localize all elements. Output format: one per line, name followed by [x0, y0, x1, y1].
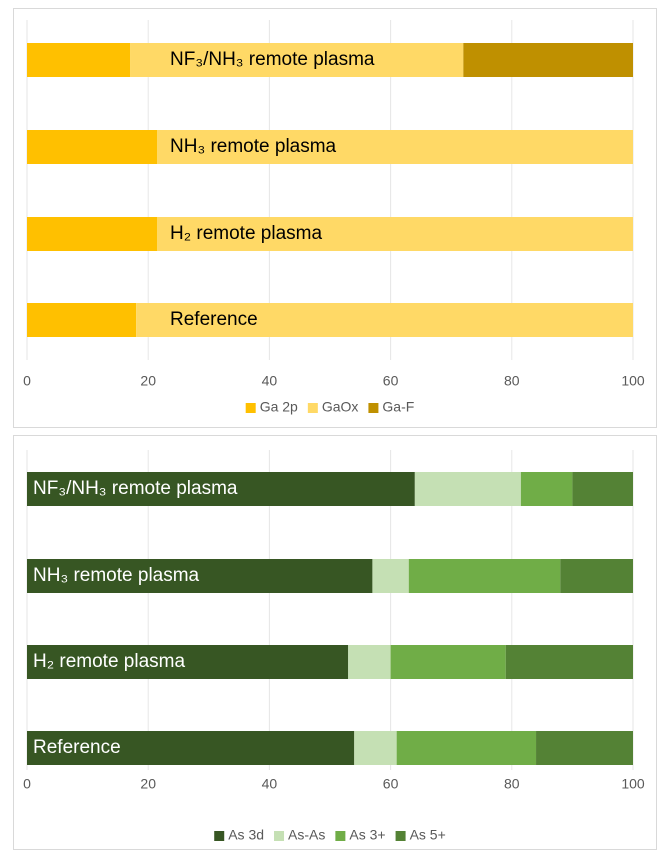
bar-segment: [27, 43, 131, 77]
x-tick-label: 0: [23, 776, 31, 792]
x-tick-label: 20: [140, 373, 156, 389]
bar-segment: [27, 645, 349, 679]
legend-swatch: [245, 403, 256, 413]
legend-swatch: [395, 831, 406, 841]
bar-segment: [408, 559, 561, 593]
bar-segment: [463, 43, 633, 77]
bar-segment: [27, 303, 137, 337]
category-label: NH₃ remote plasma: [33, 565, 200, 586]
x-tick-label: 60: [383, 776, 399, 792]
legend-label: GaOx: [322, 399, 359, 415]
category-label: Reference: [170, 309, 258, 330]
bar-segment: [348, 645, 391, 679]
legend-label: As 3d: [228, 827, 264, 843]
bar-segment: [560, 559, 633, 593]
category-label: NF₃/NH₃ remote plasma: [170, 49, 375, 70]
legend-swatch: [335, 831, 346, 841]
category-label: H₂ remote plasma: [33, 651, 185, 672]
category-label: H₂ remote plasma: [170, 223, 322, 244]
bar-segment: [414, 472, 521, 506]
bar-segment: [27, 559, 373, 593]
bar-segment: [572, 472, 633, 506]
x-tick-label: 20: [140, 776, 156, 792]
x-tick-label: 40: [262, 373, 278, 389]
bar-segment: [136, 303, 633, 337]
category-label: NF₃/NH₃ remote plasma: [33, 478, 238, 499]
bar-segment: [130, 43, 464, 77]
legend-swatch: [274, 831, 285, 841]
legend-label: Ga-F: [382, 399, 414, 415]
bar-segment: [505, 645, 633, 679]
category-label: NH₃ remote plasma: [170, 136, 337, 157]
bar-segment: [27, 130, 158, 164]
x-tick-label: 60: [383, 373, 399, 389]
bar-segment: [536, 731, 633, 765]
category-label: Reference: [33, 737, 121, 758]
legend-swatch: [368, 403, 379, 413]
bar-segment: [157, 217, 634, 251]
bar-segment: [396, 731, 537, 765]
legend-label: Ga 2p: [260, 399, 298, 415]
legend-swatch: [307, 403, 318, 413]
bar-segment: [520, 472, 573, 506]
bar-segment: [27, 472, 415, 506]
x-tick-label: 40: [262, 776, 278, 792]
legend-swatch: [214, 831, 225, 841]
legend-label: As 5+: [410, 827, 446, 843]
x-tick-label: 80: [504, 373, 520, 389]
x-tick-label: 0: [23, 373, 31, 389]
legend-label: As 3+: [349, 827, 385, 843]
x-tick-label: 100: [621, 776, 645, 792]
bar-segment: [354, 731, 397, 765]
legend-label: As-As: [288, 827, 325, 843]
bar-segment: [27, 217, 158, 251]
bar-segment: [157, 130, 634, 164]
bar-segment: [390, 645, 506, 679]
x-tick-label: 100: [621, 373, 645, 389]
bar-segment: [27, 731, 355, 765]
x-tick-label: 80: [504, 776, 520, 792]
bar-segment: [372, 559, 409, 593]
